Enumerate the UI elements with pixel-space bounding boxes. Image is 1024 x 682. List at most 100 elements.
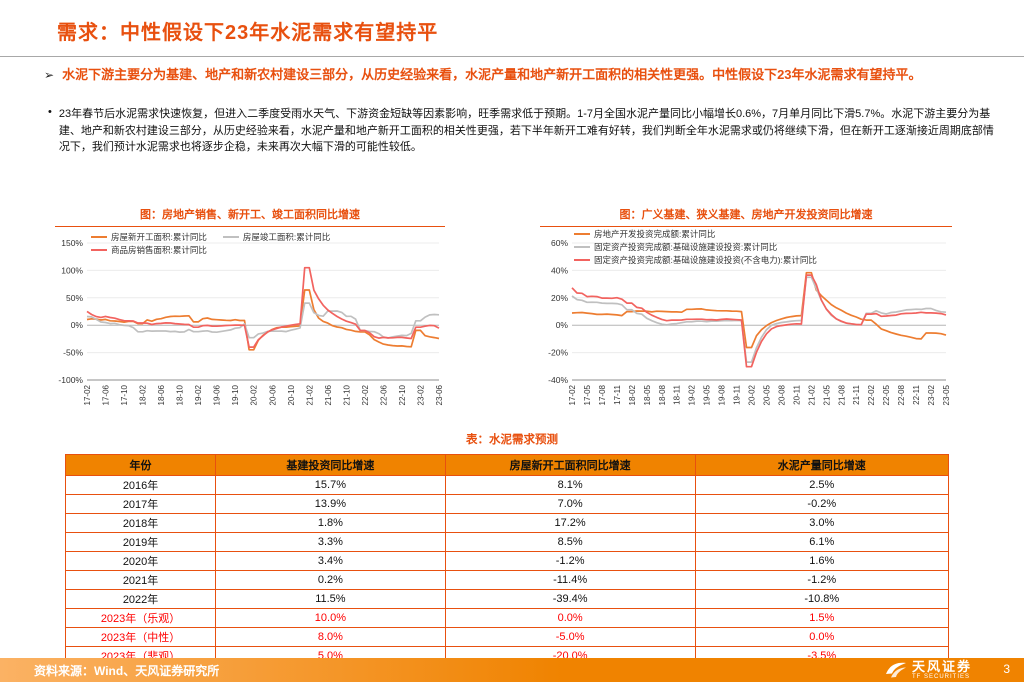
- svg-text:18-08: 18-08: [658, 384, 667, 405]
- table-cell: 0.0%: [444, 608, 696, 628]
- table-header-cell: 基建投资同比增速: [215, 454, 446, 476]
- table-cell: 2023年（乐观）: [64, 608, 217, 628]
- table-cell: 8.0%: [215, 627, 446, 647]
- legend-line-marker: [574, 233, 590, 235]
- table-cell: -1.2%: [444, 551, 696, 571]
- svg-text:100%: 100%: [61, 265, 83, 275]
- table-row: 2022年 11.5% -39.4% -10.8%: [64, 589, 950, 609]
- table-row: 2017年 13.9% 7.0% -0.2%: [64, 494, 950, 514]
- table-cell: 15.7%: [215, 475, 446, 495]
- page-number: 3: [1003, 662, 1010, 676]
- table-cell: -39.4%: [444, 589, 696, 609]
- svg-text:23-02: 23-02: [927, 384, 936, 405]
- body-text: 23年春节后水泥需求快速恢复，但进入二季度受雨水天气、下游资金短缺等因素影响，旺…: [58, 108, 994, 153]
- svg-text:20-02: 20-02: [748, 384, 757, 405]
- legend-line-marker: [222, 236, 239, 238]
- svg-text:0%: 0%: [556, 320, 569, 330]
- legend-line-marker: [91, 236, 107, 238]
- table-cell: 2016年: [64, 475, 217, 495]
- legend-item: 房屋竣工面积:累计同比: [222, 231, 331, 243]
- legend-line-marker: [574, 259, 590, 261]
- svg-text:50%: 50%: [66, 293, 83, 303]
- svg-text:20%: 20%: [551, 293, 568, 303]
- svg-text:18-02: 18-02: [139, 384, 148, 405]
- table-cell: 2020年: [64, 551, 217, 571]
- chart-investment-growth: 图：广义基建、狭义基建、房地产开发投资同比增速 -40% -20% 0% 20% 40%…: [540, 206, 952, 432]
- legend-label: 固定资产投资完成额:基础设施建设投资(不含电力):累计同比: [594, 255, 817, 265]
- table-cell: -0.2%: [694, 494, 950, 514]
- legend-item: 商品房销售面积:累计同比: [91, 244, 207, 256]
- table-cell: 11.5%: [215, 589, 446, 609]
- table-row: 2019年 3.3% 8.5% 6.1%: [64, 532, 950, 552]
- table-cell: -5.0%: [444, 627, 696, 647]
- svg-text:17-10: 17-10: [120, 384, 129, 405]
- chart-title: 图：房地产销售、新开工、竣工面积同比增速: [55, 206, 445, 227]
- table-cell: 1.5%: [694, 608, 950, 628]
- table-cell: 17.2%: [444, 513, 696, 533]
- svg-text:20-08: 20-08: [777, 384, 786, 405]
- svg-text:20-11: 20-11: [792, 384, 801, 404]
- footer-bar: 资料来源：Wind、天风证券研究所 天风证券 TF SECURITIES 3: [0, 658, 1024, 682]
- svg-text:17-02: 17-02: [83, 384, 92, 405]
- svg-text:21-02: 21-02: [807, 384, 816, 405]
- tf-logo-icon: [885, 662, 906, 678]
- svg-text:17-02: 17-02: [568, 384, 577, 405]
- svg-text:17-06: 17-06: [102, 384, 111, 405]
- svg-text:22-06: 22-06: [379, 384, 388, 405]
- title-divider: [0, 56, 1024, 57]
- table-cell: 8.1%: [444, 475, 696, 495]
- legend-item: 房地产开发投资完成额:累计同比: [574, 228, 715, 240]
- table-cell: 3.4%: [215, 551, 446, 571]
- legend-line-marker: [574, 246, 590, 248]
- table-title: 表：水泥需求预测: [466, 434, 558, 446]
- table-cell: 13.9%: [215, 494, 446, 514]
- svg-text:22-08: 22-08: [897, 384, 906, 405]
- table-cell: 2021年: [64, 570, 217, 590]
- table-cell: 0.0%: [694, 627, 950, 647]
- svg-text:-20%: -20%: [548, 348, 568, 358]
- table-cell: 3.0%: [694, 513, 950, 533]
- svg-text:19-02: 19-02: [688, 384, 697, 405]
- line-chart-property: -100% -50% 0% 50% 100% 150% 17-02 17-06 17-10 18-…: [58, 238, 444, 405]
- body-paragraph: • 23年春节后水泥需求快速恢复，但进入二季度受雨水天气、下游资金短缺等因素影响…: [48, 106, 998, 156]
- svg-text:20-02: 20-02: [250, 384, 259, 405]
- chart-title: 图：广义基建、狭义基建、房地产开发投资同比增速: [540, 206, 952, 227]
- table-row: 2018年 1.8% 17.2% 3.0%: [64, 513, 950, 533]
- tf-logo: 天风证券 TF SECURITIES: [885, 660, 972, 680]
- arrow-bullet-icon: ➢: [44, 68, 55, 82]
- source-text: 资料来源：Wind、天风证券研究所: [34, 663, 220, 678]
- svg-text:20-06: 20-06: [268, 384, 277, 405]
- svg-text:23-02: 23-02: [416, 384, 425, 405]
- table-cell: 10.0%: [215, 608, 446, 628]
- legend-label: 固定资产投资完成额:基础设施建设投资:累计同比: [594, 242, 778, 252]
- table-cell: 2022年: [64, 589, 217, 609]
- svg-text:150%: 150%: [61, 238, 83, 248]
- table-cell: -10.8%: [694, 589, 950, 609]
- svg-text:21-05: 21-05: [822, 384, 831, 405]
- table-row: 2021年 0.2% -11.4% -1.2%: [64, 570, 950, 590]
- svg-text:22-10: 22-10: [398, 384, 407, 405]
- svg-text:19-11: 19-11: [733, 384, 742, 404]
- legend-item: 固定资产投资完成额:基础设施建设投资(不含电力):累计同比: [574, 254, 817, 266]
- dot-bullet-icon: •: [48, 106, 52, 118]
- svg-text:21-08: 21-08: [837, 384, 846, 405]
- svg-text:21-11: 21-11: [852, 384, 861, 404]
- table-cell: 2023年（中性）: [64, 627, 217, 647]
- svg-text:19-08: 19-08: [718, 384, 727, 405]
- svg-text:21-06: 21-06: [324, 384, 333, 405]
- legend-label: 商品房销售面积:累计同比: [111, 245, 207, 255]
- legend-label: 房屋竣工面积:累计同比: [242, 232, 331, 242]
- key-point-paragraph: ➢ 水泥下游主要分为基建、地产和新农村建设三部分，从历史经验来看，水泥产量和地产…: [44, 66, 1002, 84]
- table-row: 2023年（乐观） 10.0% 0.0% 1.5%: [64, 608, 950, 628]
- table-row: 2020年 3.4% -1.2% 1.6%: [64, 551, 950, 571]
- svg-text:17-05: 17-05: [583, 384, 592, 405]
- svg-text:60%: 60%: [551, 238, 568, 248]
- table-body: 2016年 15.7% 8.1% 2.5% 2017年 13.9% 7.0% -0.2% 201…: [64, 475, 950, 666]
- svg-text:18-10: 18-10: [176, 384, 185, 405]
- table-header-cell: 水泥产量同比增速: [694, 454, 950, 476]
- logo-text: 天风证券 TF SECURITIES: [912, 660, 972, 680]
- svg-text:-50%: -50%: [63, 348, 83, 358]
- svg-text:19-10: 19-10: [231, 384, 240, 405]
- table-cell: 8.5%: [444, 532, 696, 552]
- svg-text:21-02: 21-02: [305, 384, 314, 405]
